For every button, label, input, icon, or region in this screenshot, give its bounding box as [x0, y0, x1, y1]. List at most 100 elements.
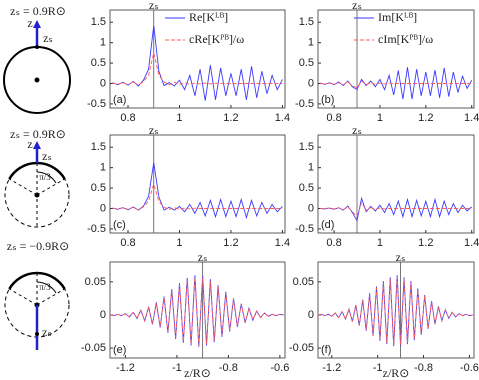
y-tick-label: 1 [100, 37, 106, 49]
legend-label: cRe[Kᴾᴮ]/ω [189, 32, 244, 46]
source-label: zₛ [198, 250, 208, 264]
y-tick-label: 0.05 [85, 276, 106, 288]
y-tick-label: 0 [100, 77, 106, 89]
x-tick-label: 0.8 [326, 237, 341, 249]
x-tick-label: 1.2 [418, 112, 433, 124]
panel-label: (d) [321, 219, 334, 231]
x-tick-label: -0.8 [219, 362, 238, 374]
legend-label: Re[Kᴸᴮ] [189, 10, 228, 24]
y-tick-label: 1.5 [299, 16, 314, 28]
panel: -1.2 -1 -0.8 -0.6 -0.05 0 0.05 zₛ (f) z/R⊙ [289, 250, 479, 380]
arrow-head [33, 20, 41, 28]
panel: 0.8 1 1.2 1.4 -0.5 0 0.5 1 1.5 zₛ (c) [87, 123, 290, 249]
y-tick-label: 0 [100, 309, 106, 321]
panel: 0.8 1 1.2 1.4 -0.5 0 0.5 1 1.5 zₛ Re[Kᴸᴮ] cRe[Kᴾᴮ]/… [87, 0, 290, 124]
y-tick-label: 1.5 [91, 16, 106, 28]
x-tick-label: -0.6 [270, 362, 289, 374]
panel: -1.2 -1 -0.8 -0.6 -0.05 0 0.05 zₛ (e) z/R⊙ [81, 250, 289, 380]
source-dot [35, 45, 39, 49]
y-tick-label: 1.5 [91, 141, 106, 153]
series-line [109, 277, 284, 346]
axis-label: z [27, 137, 32, 151]
angle-arc [36, 281, 57, 294]
diagram-label: zₛ = −0.9R⊙ [7, 239, 69, 253]
plot-frame [317, 9, 475, 109]
y-tick-label: -0.5 [295, 98, 314, 110]
y-tick-label: -0.05 [289, 342, 314, 354]
plot-frame [317, 261, 475, 359]
source-label: zₛ [42, 325, 52, 339]
angle-arc [36, 171, 57, 184]
x-tick-label: 1.2 [223, 237, 238, 249]
y-tick-label: 0 [100, 202, 106, 214]
x-axis-label: z/R⊙ [383, 366, 410, 380]
x-tick-label: -1 [172, 362, 182, 374]
x-tick-label: 0.8 [120, 112, 135, 124]
diagram: zₛ = 0.9R⊙ z zₛ [3, 4, 71, 114]
y-tick-label: 0.5 [299, 182, 314, 194]
diagram: zₛ = −0.9R⊙ π/3 zₛ [4, 239, 70, 350]
axis-label: z [27, 16, 32, 30]
radial-line [36, 178, 65, 196]
x-tick-label: -1.2 [322, 362, 341, 374]
x-tick-label: 1 [377, 237, 383, 249]
source-label: zₛ [43, 31, 53, 45]
y-tick-label: 0.5 [299, 57, 314, 69]
panel-label: (e) [113, 344, 126, 356]
source-label: zₛ [149, 0, 159, 12]
center-dot [34, 192, 40, 198]
x-tick-label: -0.8 [414, 362, 433, 374]
panel-label: (c) [113, 219, 126, 231]
y-tick-label: -0.5 [295, 223, 314, 235]
x-tick-label: -1 [373, 362, 383, 374]
source-label: zₛ [352, 123, 362, 137]
source-label: zₛ [42, 149, 52, 163]
panel-label: (b) [321, 94, 334, 106]
radial-line [9, 178, 38, 196]
source-dot [35, 332, 39, 336]
x-tick-label: 1 [377, 112, 383, 124]
radial-line [36, 288, 65, 306]
x-tick-label: 1.4 [275, 112, 290, 124]
x-axis-label: z/R⊙ [184, 366, 211, 380]
y-tick-label: 0.5 [91, 57, 106, 69]
arrow-head [33, 141, 41, 149]
panel: 0.8 1 1.2 1.4 -0.5 0 0.5 1 1.5 zₛ Im[Kᴸᴮ] cIm[Kᴾᴮ]/… [295, 0, 479, 124]
diagram: zₛ = 0.9R⊙ z zₛ π/3 [4, 127, 70, 228]
series-line [317, 277, 473, 345]
panel-label: (a) [113, 94, 126, 106]
y-tick-label: -0.5 [87, 98, 106, 110]
y-tick-label: 0 [308, 77, 314, 89]
series-line [320, 201, 472, 218]
y-tick-label: 1 [100, 162, 106, 174]
y-tick-label: 0.05 [293, 276, 314, 288]
plot-frame [109, 261, 286, 359]
y-tick-label: 0 [308, 309, 314, 321]
legend-label: Im[Kᴸᴮ] [378, 10, 417, 24]
diagram-label: zₛ = 0.9R⊙ [10, 127, 66, 141]
legend-label: cIm[Kᴾᴮ]/ω [378, 32, 433, 46]
x-tick-label: 1 [176, 237, 182, 249]
x-tick-label: 1 [176, 112, 182, 124]
angle-label: π/3 [39, 282, 51, 292]
y-tick-label: -0.05 [81, 342, 106, 354]
source-label: zₛ [396, 250, 406, 264]
y-tick-label: 0.5 [91, 182, 106, 194]
x-tick-label: 1.4 [464, 112, 479, 124]
x-tick-label: 0.8 [326, 112, 341, 124]
source-label: zₛ [352, 0, 362, 12]
x-tick-label: -0.6 [460, 362, 479, 374]
source-label: zₛ [149, 123, 159, 137]
y-tick-label: 0 [308, 202, 314, 214]
x-tick-label: 1.4 [275, 237, 290, 249]
x-tick-label: 1.2 [223, 112, 238, 124]
y-tick-label: -0.5 [87, 223, 106, 235]
series-line [112, 52, 283, 86]
panel-label: (f) [321, 344, 331, 356]
plot-frame [317, 134, 475, 234]
x-tick-label: 1.2 [418, 237, 433, 249]
diagram-label: zₛ = 0.9R⊙ [10, 4, 66, 18]
y-tick-label: 1 [308, 37, 314, 49]
